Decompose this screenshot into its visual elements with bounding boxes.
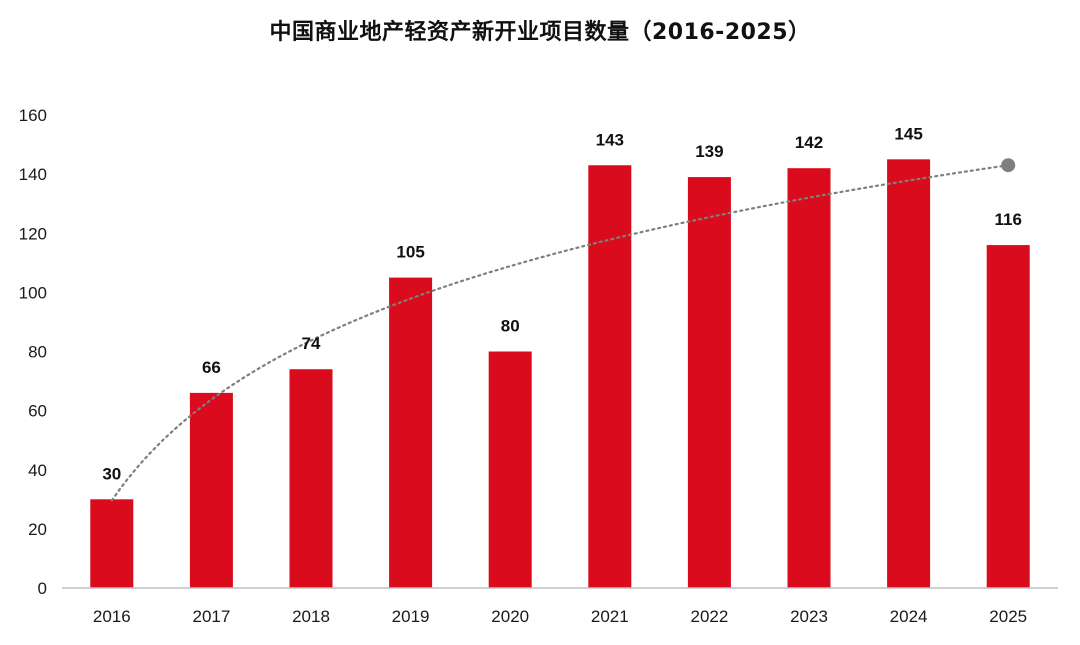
data-label-2017: 66 [202,358,221,377]
data-label-2020: 80 [501,317,520,336]
y-tick-label: 120 [19,224,47,243]
bar-2016 [90,499,134,588]
y-tick-label: 0 [38,579,47,598]
y-tick-label: 40 [28,461,47,480]
x-tick-label: 2025 [989,607,1027,626]
x-tick-label: 2022 [690,607,728,626]
bar-2023 [787,168,831,588]
data-label-2021: 143 [596,130,624,149]
data-label-2019: 105 [396,243,424,262]
x-axis-ticks: 2016 2017 2018 2019 2020 2021 2022 2023 2024 2025 [93,607,1027,626]
x-tick-label: 2021 [591,607,629,626]
chart-title: 中国商业地产轻资产新开业项目数量（2016-2025） [269,20,811,45]
data-label-2024: 145 [894,124,922,143]
x-tick-label: 2018 [292,607,330,626]
bar-series [90,159,1030,589]
x-tick-label: 2017 [192,607,230,626]
data-label-2016: 30 [102,464,121,483]
data-label-2025: 116 [994,210,1021,229]
y-tick-label: 60 [28,402,47,421]
trendline-group [110,158,1016,502]
y-tick-label: 140 [19,165,47,184]
bar-2022 [687,177,731,589]
data-label-2023: 142 [795,133,823,152]
y-tick-label: 80 [28,343,47,362]
y-tick-label: 20 [28,520,47,539]
bar-2017 [189,392,233,588]
x-tick-label: 2020 [491,607,529,626]
bar-2020 [488,351,532,588]
bar-2024 [887,159,931,588]
x-tick-label: 2016 [93,607,131,626]
x-tick-label: 2024 [890,607,928,626]
data-labels: 30 66 74 105 80 143 139 142 145 116 [102,124,1022,483]
data-label-2022: 139 [695,142,723,161]
bar-2019 [389,277,433,588]
y-tick-label: 160 [19,106,47,125]
x-tick-label: 2019 [392,607,430,626]
trendline [110,164,1010,502]
trendline-end-marker [1001,158,1016,173]
y-tick-label: 100 [19,283,47,302]
bar-2021 [588,165,632,588]
x-tick-label: 2023 [790,607,828,626]
bar-2025 [986,245,1030,588]
data-label-2018: 74 [302,334,321,353]
bar-2018 [289,369,333,588]
y-axis-ticks: 0 20 40 60 80 100 120 140 160 [19,106,47,598]
